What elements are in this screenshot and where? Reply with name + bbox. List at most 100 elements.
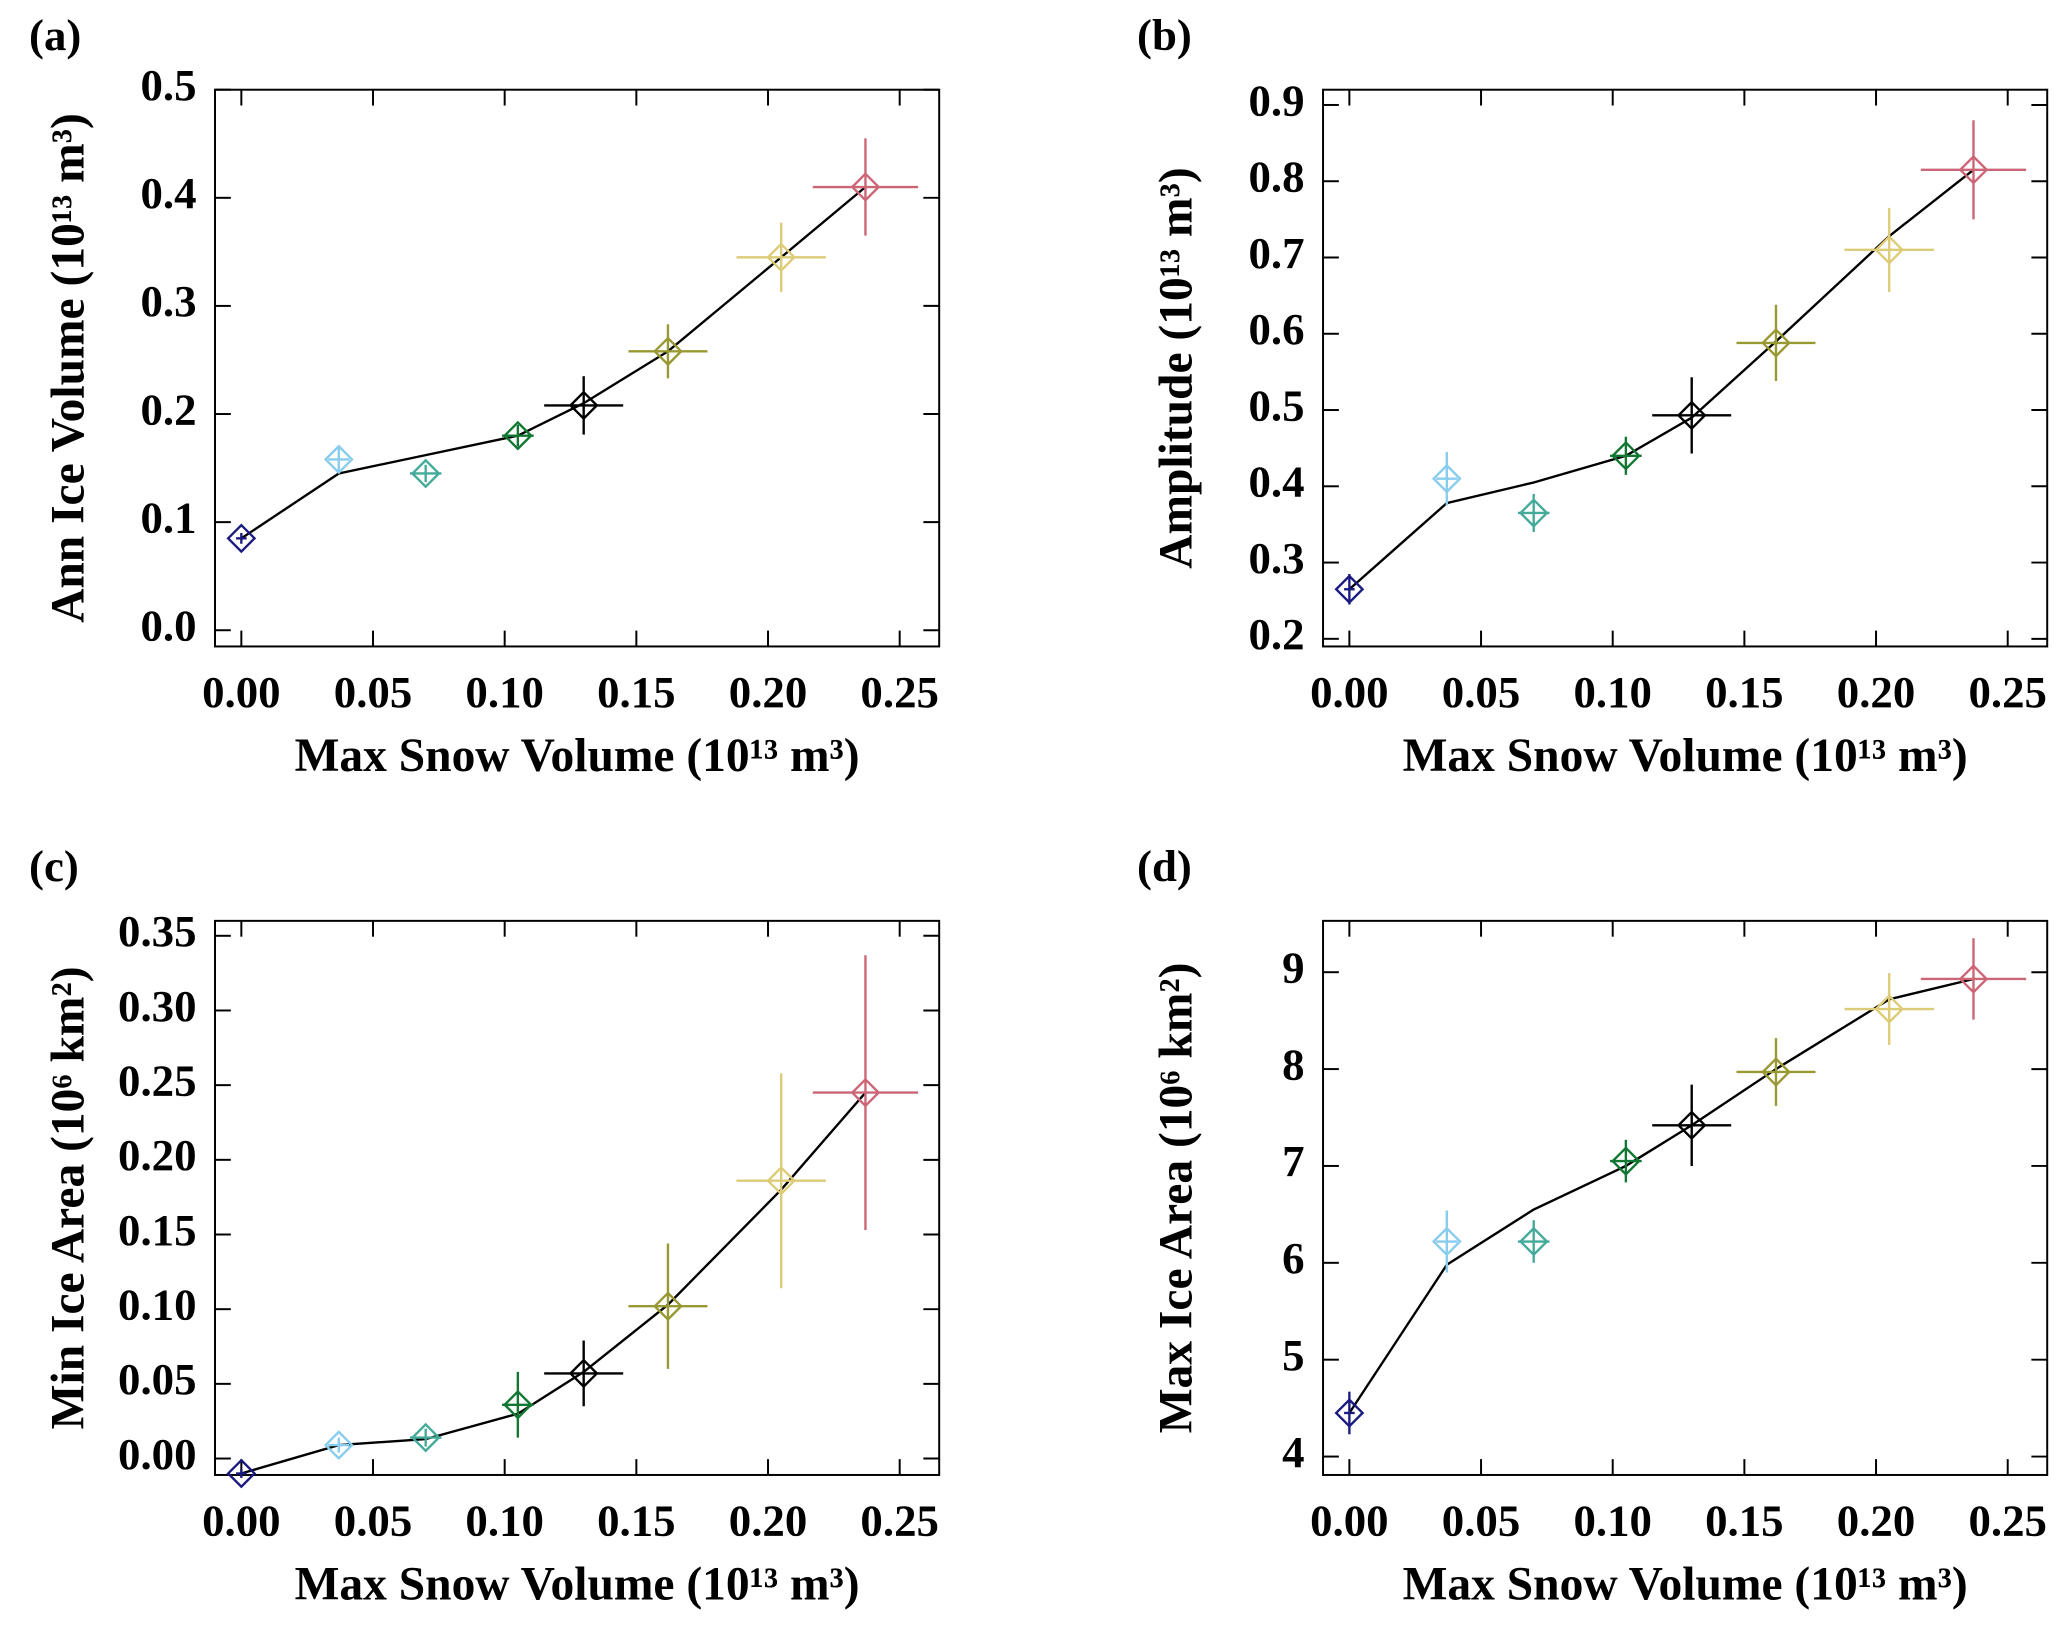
y-tick-label: 0.0: [140, 601, 196, 651]
y-tick-label: 0.7: [1249, 228, 1305, 278]
data-point: [1334, 574, 1365, 605]
line: [241, 1091, 867, 1475]
data-point: [502, 1389, 533, 1420]
y-tick-label: 7: [1282, 1136, 1304, 1186]
plot-frame: [214, 88, 941, 648]
panel: (b) 0.00 0.05 0.10 0.15 0.20 0.25 0.2 0.3 0.4 0.5 0…: [1137, 10, 2049, 782]
plot-frame: [214, 919, 941, 1476]
y-tick-label: 0.15: [118, 1205, 196, 1255]
data-point: [410, 1422, 441, 1453]
data-point: [1518, 1226, 1549, 1257]
line: [1348, 977, 1974, 1414]
y-tick-label: 0.2: [140, 384, 196, 434]
data-point: [410, 458, 441, 489]
data-point: [653, 1291, 683, 1322]
x-tick-label: 0.25: [860, 1495, 938, 1545]
x-tick-label: 0.10: [1573, 667, 1651, 717]
y-tick-label: 9: [1282, 942, 1304, 992]
y-tick-label: 0.20: [118, 1130, 196, 1180]
x-tick-label: 0.10: [1573, 1495, 1651, 1545]
line: [240, 186, 867, 540]
data-point: [1761, 328, 1791, 358]
plot-frame: [1322, 88, 2049, 648]
data-point: [1611, 440, 1641, 471]
data-point: [1518, 498, 1549, 528]
data-point: [1676, 400, 1707, 431]
x-tick-label: 0.25: [1968, 1495, 2046, 1545]
x-tick-label: 0.15: [597, 1495, 675, 1545]
y-tick-label: 8: [1282, 1039, 1304, 1089]
x-tick-label: 0.15: [597, 667, 675, 717]
x-tick-label: 0.20: [1837, 1495, 1915, 1545]
y-tick-label: 0.10: [118, 1279, 196, 1329]
x-tick-label: 0.20: [729, 667, 807, 717]
data-point: [1874, 234, 1905, 265]
x-tick-label: 0.25: [1968, 667, 2046, 717]
data-point: [1874, 994, 1905, 1024]
panel-label: (d): [1137, 841, 1192, 891]
data-point: [226, 1458, 257, 1489]
x-tick-label: 0.00: [202, 1495, 280, 1545]
data-point: [766, 1165, 797, 1196]
y-tick-label: 0.8: [1249, 152, 1305, 202]
y-axis-label: Ann Ice Volume (10¹³ m³): [42, 113, 94, 623]
y-tick-label: 5: [1282, 1330, 1304, 1380]
data-point: [850, 1077, 881, 1108]
y-tick-label: 4: [1282, 1427, 1304, 1477]
y-tick-label: 0.6: [1249, 304, 1305, 354]
y-tick-label: 0.9: [1249, 75, 1305, 125]
plot-frame: [1322, 919, 2049, 1476]
panel: (a) 0.00 0.05 0.10 0.15 0.20 0.25 0.0 0.1 0.2 0.3 0…: [29, 10, 941, 782]
data-point: [1761, 1057, 1791, 1087]
panel-label: (a): [29, 10, 81, 60]
x-axis-label: Max Snow Volume (10¹³ m³): [1403, 1558, 1968, 1610]
x-axis-label: Max Snow Volume (10¹³ m³): [295, 730, 860, 782]
y-tick-label: 0.5: [140, 60, 196, 110]
x-tick-label: 0.25: [860, 667, 938, 717]
data-point: [323, 444, 354, 475]
y-tick-label: 6: [1282, 1233, 1304, 1283]
x-tick-label: 0.20: [1837, 667, 1915, 717]
data-point: [1676, 1110, 1707, 1141]
x-tick-label: 0.00: [1310, 1495, 1388, 1545]
x-tick-label: 0.00: [202, 667, 280, 717]
y-tick-label: 0.3: [140, 276, 196, 326]
data-point: [502, 420, 533, 451]
data-point: [323, 1430, 354, 1460]
x-tick-label: 0.00: [1310, 667, 1388, 717]
y-tick-label: 0.2: [1249, 609, 1305, 659]
x-tick-label: 0.05: [1442, 667, 1520, 717]
y-tick-label: 0.25: [118, 1055, 196, 1105]
y-tick-label: 0.30: [118, 981, 196, 1031]
y-tick-label: 0.05: [118, 1354, 196, 1404]
data-point: [1334, 1398, 1365, 1428]
x-tick-label: 0.10: [465, 667, 543, 717]
data-point: [1958, 154, 1989, 185]
x-tick-label: 0.10: [465, 1495, 543, 1545]
data-point: [568, 390, 599, 421]
y-tick-label: 0.35: [118, 906, 196, 956]
line: [1348, 168, 1975, 591]
y-axis-label: Amplitude (10¹³ m³): [1150, 167, 1202, 569]
y-axis-label: Min Ice Area (10⁶ km²): [42, 966, 94, 1429]
x-tick-label: 0.05: [334, 667, 412, 717]
x-axis-label: Max Snow Volume (10¹³ m³): [1403, 730, 1968, 782]
data-point: [1431, 1226, 1462, 1257]
x-tick-label: 0.05: [1442, 1495, 1520, 1545]
data-point: [1958, 964, 1989, 994]
x-tick-label: 0.05: [334, 1495, 412, 1545]
data-point: [226, 523, 257, 554]
y-tick-label: 0.00: [118, 1429, 196, 1479]
panel: (d) 0.00 0.05 0.10 0.15 0.20 0.25 4 5 6 7 8 9 Max Sno…: [1137, 841, 2049, 1610]
y-tick-label: 0.5: [1249, 380, 1305, 430]
y-tick-label: 0.3: [1249, 533, 1305, 583]
data-point: [850, 172, 881, 202]
data-point: [568, 1358, 599, 1389]
panel-label: (b): [1137, 10, 1192, 60]
data-point: [1431, 463, 1462, 494]
x-tick-label: 0.15: [1705, 667, 1783, 717]
y-tick-label: 0.4: [140, 168, 196, 218]
y-tick-label: 0.1: [140, 492, 196, 542]
y-axis-label: Max Ice Area (10⁶ km²): [1150, 963, 1202, 1434]
